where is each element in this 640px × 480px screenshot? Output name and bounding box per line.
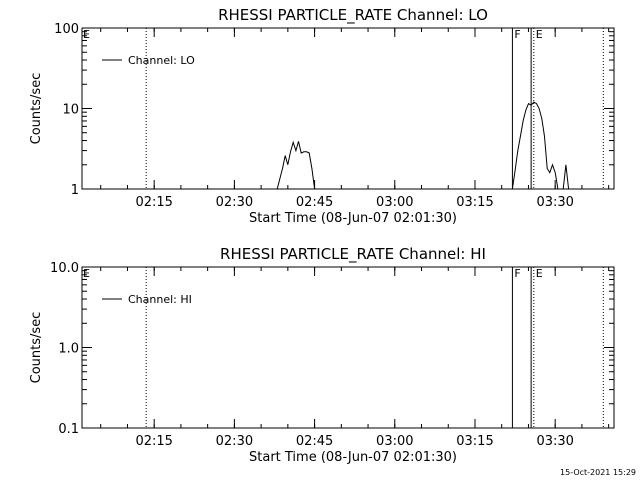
series-line-1 [276,101,570,189]
y-tick-label: 1.0 [58,342,79,357]
corner-label: E [83,267,90,280]
x-tick-label: 03:15 [456,434,493,449]
legend: Channel: HI [102,293,192,306]
x-tick-label: 03:15 [456,195,493,210]
chart-panel-2: RHESSI PARTICLE_RATE Channel: HI 02:15 02:… [29,245,615,465]
x-tick-label: 03:30 [536,434,573,449]
y-tick-label: 10.0 [50,261,79,276]
y-tick-label: 0.1 [58,422,79,437]
x-axis-label: Start Time (08-Jun-07 02:01:30) [249,211,457,226]
x-axis-label: Start Time (08-Jun-07 02:01:30) [249,450,457,465]
legend-label: Channel: HI [128,293,192,306]
event-marker-label: F [514,267,520,280]
x-tick-label: 03:30 [536,195,573,210]
x-tick-label: 02:45 [296,434,333,449]
x-tick-label: 02:15 [135,434,172,449]
x-tick-label: 02:15 [135,195,172,210]
render-timestamp: 15-Oct-2021 15:29 [560,468,636,477]
legend: Channel: LO [102,54,195,67]
y-axis-label: Counts/sec [29,312,44,384]
legend-label: Channel: LO [128,54,195,67]
chart-title: RHESSI PARTICLE_RATE Channel: LO [218,6,488,25]
x-tick-label: 03:00 [376,195,413,210]
event-marker-label: E [536,28,543,41]
event-marker-label: F [514,28,520,41]
x-tick-label: 02:45 [296,195,333,210]
y-tick-label: 100 [54,22,79,37]
corner-label: E [83,28,90,41]
x-tick-label: 02:30 [216,195,253,210]
event-marker-label: E [536,267,543,280]
chart-panel-1: RHESSI PARTICLE_RATE Channel: LO 02:15 02:… [29,6,615,226]
y-tick-label: 1 [71,183,79,198]
y-tick-label: 10 [62,103,79,118]
x-tick-label: 03:00 [376,434,413,449]
y-axis-label: Counts/sec [29,73,44,145]
x-tick-label: 02:30 [216,434,253,449]
chart-title: RHESSI PARTICLE_RATE Channel: HI [220,245,486,264]
